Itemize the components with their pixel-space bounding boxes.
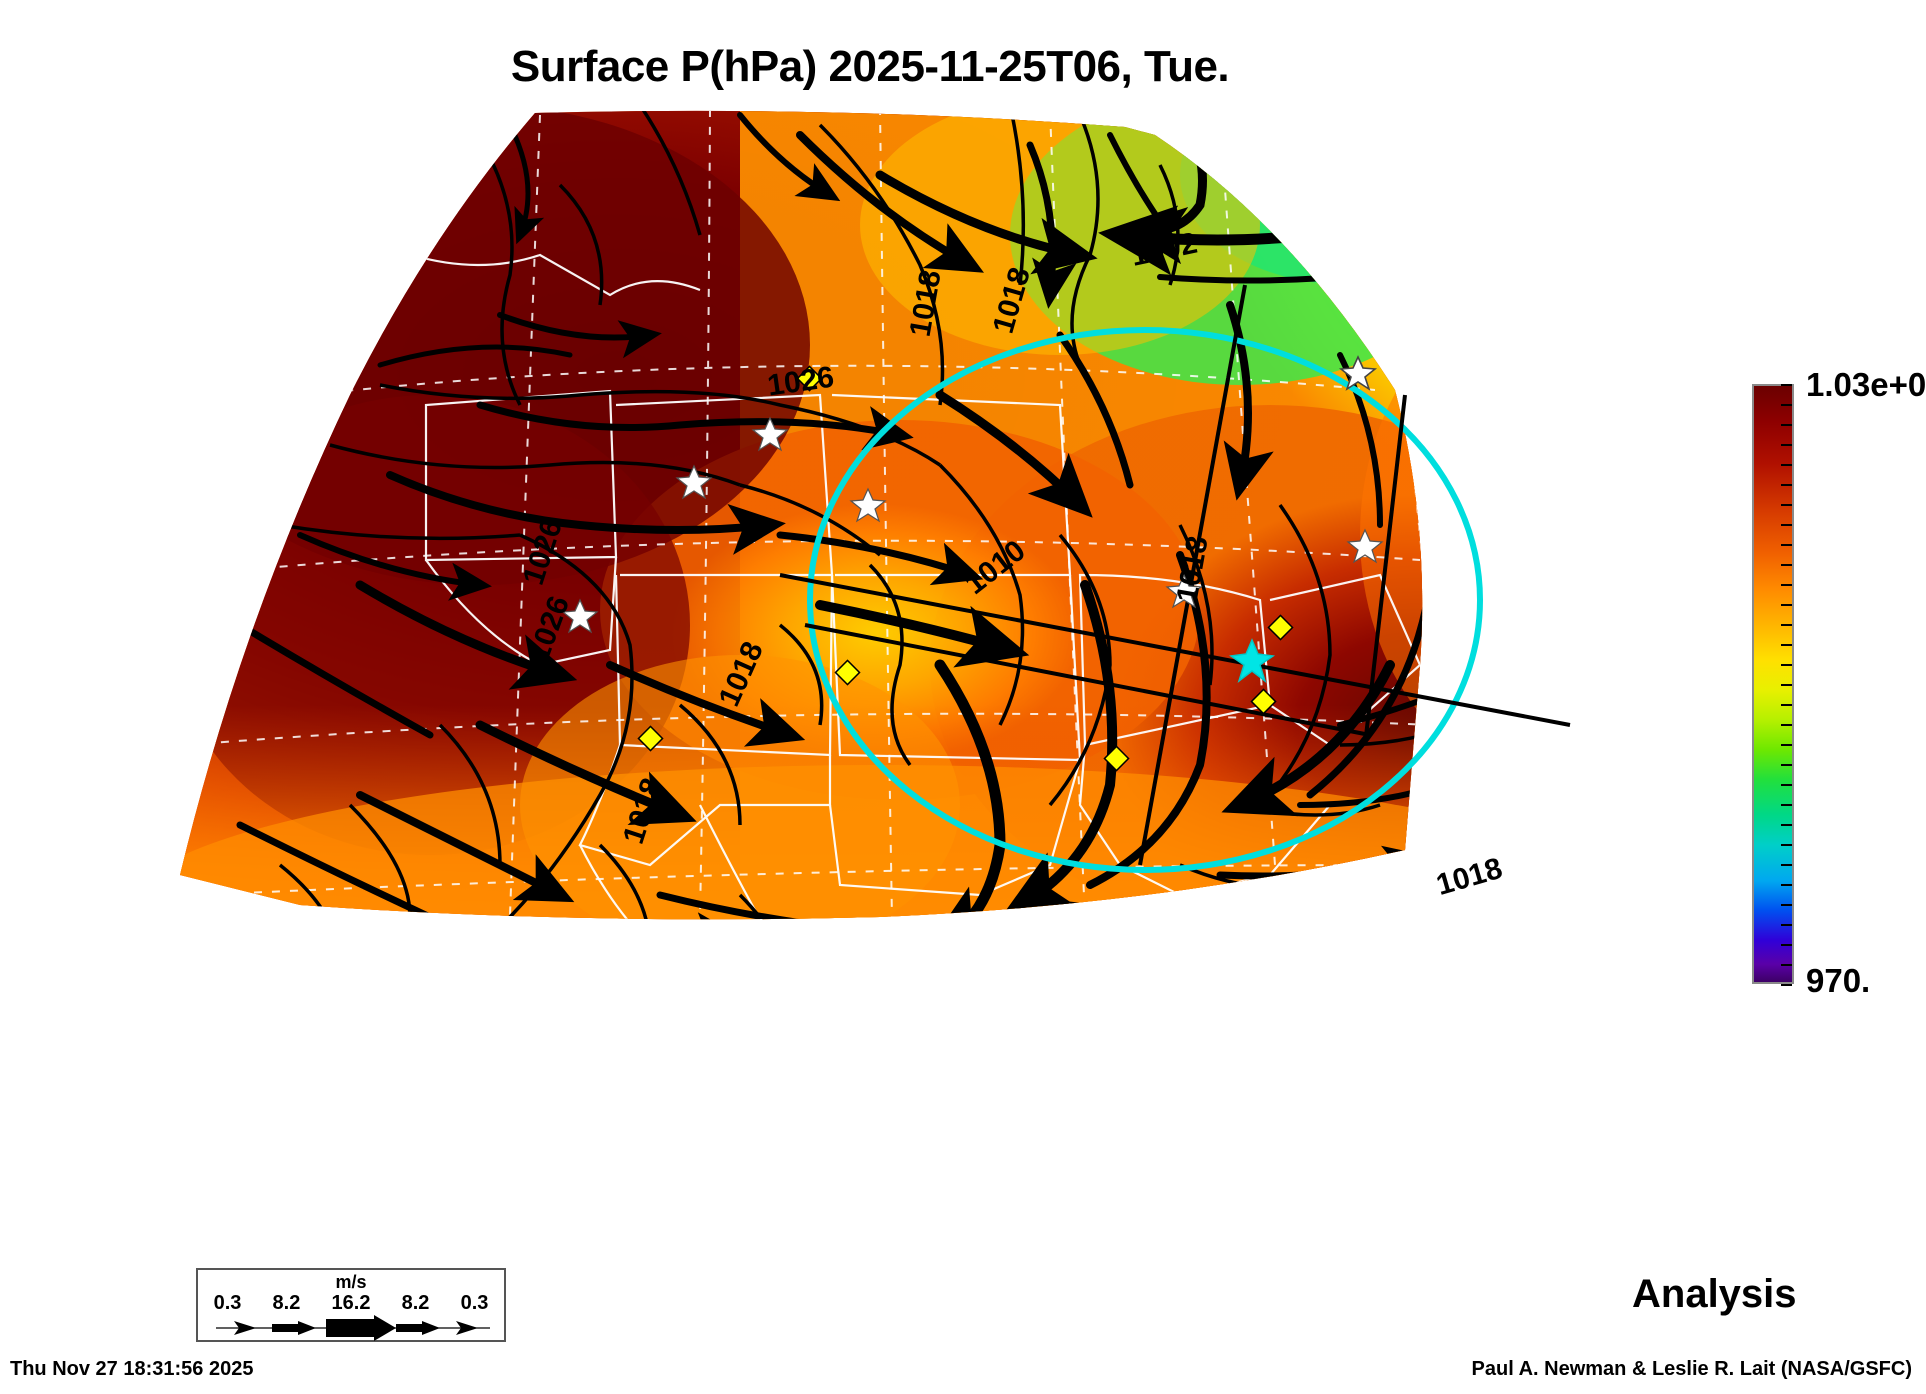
wind-legend-value: 8.2 [272,1292,301,1314]
wind-legend-value: 0.3 [460,1292,489,1314]
colorbar-tick [1781,664,1792,666]
colorbar-tick [1781,764,1792,766]
colorbar-tick [1781,724,1792,726]
colorbar-tick [1781,564,1792,566]
colorbar-tick [1781,924,1792,926]
contour-label: 1018 [1433,852,1506,902]
colorbar-tick [1781,684,1792,686]
station-markers[interactable] [637,365,1294,772]
colorbar-tick [1781,864,1792,866]
target-star-icon [1338,355,1378,391]
colorbar-tick [1781,524,1792,526]
colorbar-tick [1781,804,1792,806]
wind-speed-legend: m/s 0.3 8.2 16.2 8.2 0.3 [196,1268,506,1342]
colorbar-tick [1781,904,1792,906]
pressure-contours [278,110,1423,920]
colorbar-tick [1781,624,1792,626]
orbit-tracks [779,284,1571,866]
colorbar[interactable]: 1.03e+03 970. [1752,366,1926,999]
colorbar-tick [1781,984,1792,986]
wind-legend-value: 0.3 [213,1292,242,1314]
colorbar-tick [1781,464,1792,466]
wind-legend-unit-label: m/s [335,1272,367,1292]
colorbar-tick [1781,784,1792,786]
colorbar-tick [1781,704,1792,706]
center-marker[interactable] [1228,638,1276,684]
colorbar-tick [1781,424,1792,426]
author-credit: Paul A. Newman & Leslie R. Lait (NASA/GS… [1471,1358,1912,1380]
wind-legend-value: 8.2 [401,1292,430,1314]
colorbar-tick [1781,604,1792,606]
wind-legend-value: 16.2 [331,1292,371,1314]
weather-map[interactable]: 1026 1026 1026 1018 1018 1002 1010 1018 1018 1018… [180,105,1740,1005]
colorbar-tick [1781,384,1792,386]
colorbar-tick [1781,584,1792,586]
colorbar-tick [1781,644,1792,646]
colorbar-min-label: 970. [1806,962,1871,999]
page-title: Surface P(hPa) 2025-11-25T06, Tue. [510,42,1230,91]
analysis-label: Analysis [1632,1272,1797,1316]
colorbar-tick [1781,504,1792,506]
colorbar-tick [1781,964,1792,966]
colorbar-tick [1781,824,1792,826]
colorbar-max-label: 1.03e+03 [1806,366,1926,403]
range-ring [807,327,1483,873]
colorbar-tick [1781,484,1792,486]
colorbar-tick [1781,844,1792,846]
colorbar-tick [1781,404,1792,406]
colorbar-tick [1781,444,1792,446]
city-star-markers [561,416,1384,634]
colorbar-tick [1781,944,1792,946]
colorbar-tick [1781,544,1792,546]
colorbar-tick [1781,744,1792,746]
wind-legend-arrows [198,1314,504,1342]
generation-timestamp: Thu Nov 27 18:31:56 2025 [10,1358,254,1380]
colorbar-tick [1781,884,1792,886]
wind-legend-values: 0.3 8.2 16.2 8.2 0.3 [198,1292,504,1315]
